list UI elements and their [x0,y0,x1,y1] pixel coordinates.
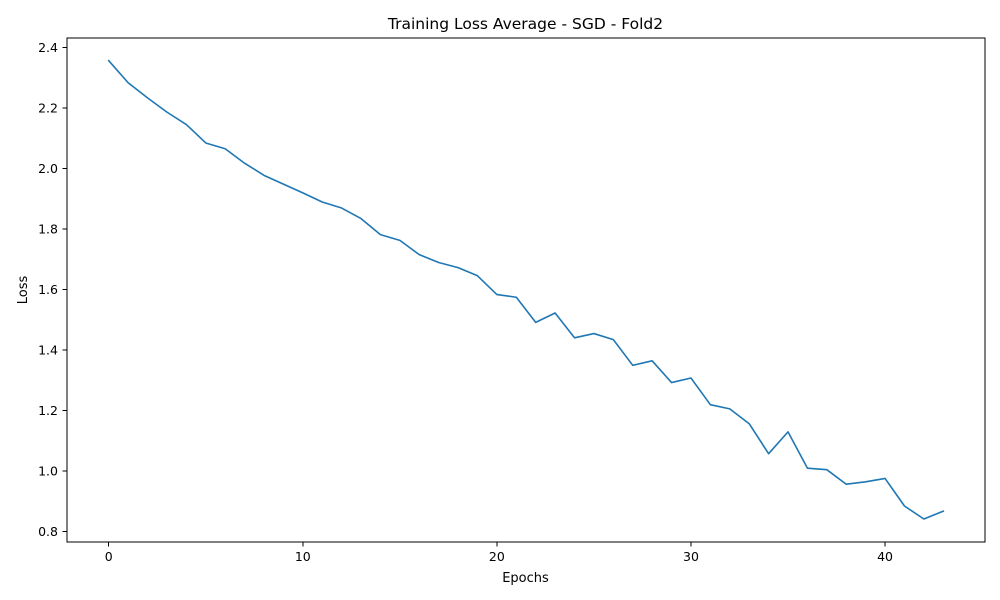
x-tick-label: 20 [489,549,505,564]
x-axis-ticks: 0 10 20 30 40 [105,542,893,564]
y-tick-label: 1.2 [38,403,58,418]
y-tick-label: 1.4 [38,343,58,358]
y-tick-label: 2.2 [38,101,58,116]
chart-title: Training Loss Average - SGD - Fold2 [387,15,663,33]
x-tick-label: 30 [683,549,699,564]
y-tick-label: 0.8 [38,524,58,539]
y-tick-label: 1.8 [38,222,58,237]
x-tick-label: 0 [105,549,113,564]
y-tick-label: 1.0 [38,464,58,479]
series-layer [107,59,945,520]
y-axis-ticks: 0.8 1.0 1.2 1.4 1.6 1.8 2.0 2.2 2.4 [38,40,67,539]
y-axis-label: Loss [16,276,31,305]
x-tick-label: 40 [877,549,893,564]
x-tick-label: 10 [295,549,311,564]
x-axis-label: Epochs [502,571,549,586]
plot-area-frame [66,37,986,543]
y-tick-label: 1.6 [38,282,58,297]
y-tick-label: 2.4 [38,40,58,55]
y-tick-label: 2.0 [38,161,58,176]
loss-series-line [107,59,945,520]
